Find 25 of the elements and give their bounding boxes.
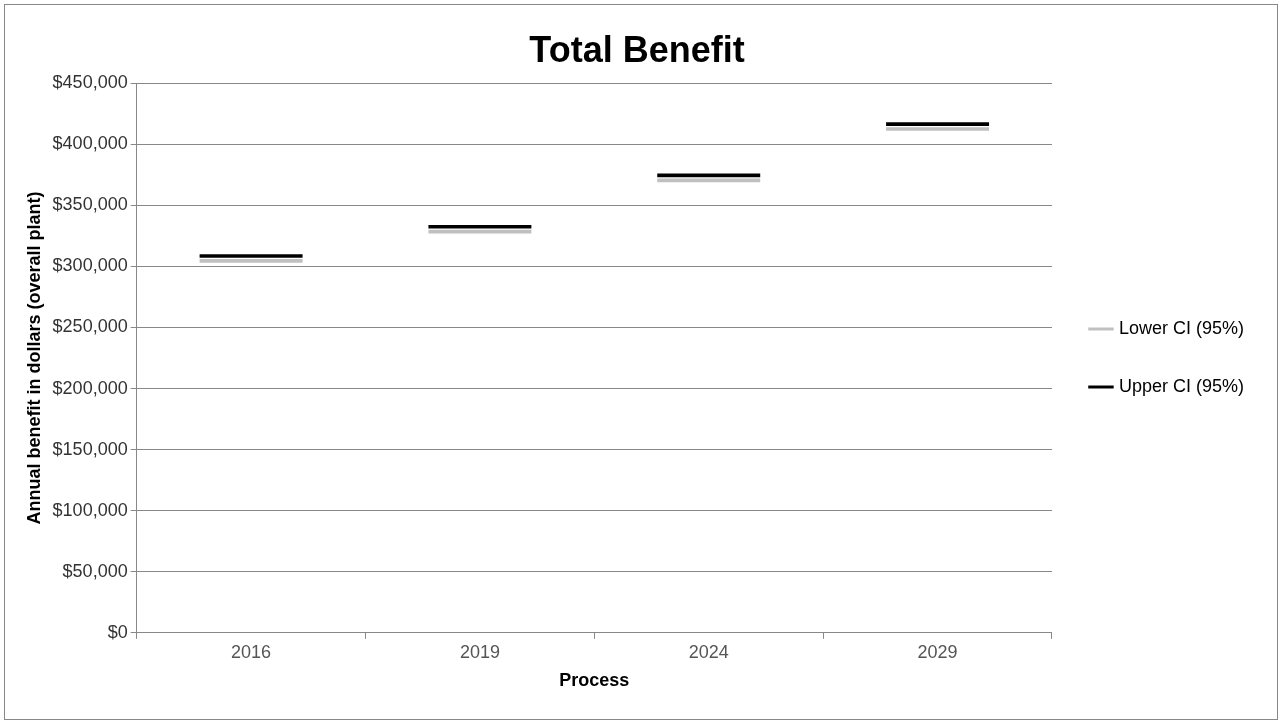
y-tick-label: $150,000: [52, 438, 128, 459]
bar: [886, 122, 990, 126]
y-tick-label: $350,000: [52, 194, 128, 215]
legend-label: Lower CI (95%): [1118, 317, 1244, 338]
y-tick-label: $100,000: [52, 499, 128, 520]
y-tick-label: $450,000: [52, 72, 128, 93]
bar: [199, 254, 303, 258]
bar: [886, 127, 990, 131]
legend-label: Upper CI (95%): [1118, 375, 1244, 396]
chart-title: Total Benefit: [529, 28, 745, 70]
x-axis-title: Process: [559, 670, 630, 691]
x-tick-label: 2019: [459, 641, 500, 662]
y-axis-title: Annual benefit in dollars (overall plant): [23, 191, 44, 525]
y-tick-label: $400,000: [52, 133, 128, 154]
x-tick-label: 2029: [917, 641, 958, 662]
bar: [199, 259, 303, 263]
y-tick-label: $0: [107, 621, 128, 642]
x-tick-label: 2016: [231, 641, 272, 662]
y-tick-label: $300,000: [52, 255, 128, 276]
x-tick-label: 2024: [688, 641, 729, 662]
y-tick-label: $50,000: [62, 560, 128, 581]
y-tick-label: $200,000: [52, 377, 128, 398]
y-tick-label: $250,000: [52, 316, 128, 337]
bar: [428, 224, 532, 229]
bar: [657, 178, 761, 183]
